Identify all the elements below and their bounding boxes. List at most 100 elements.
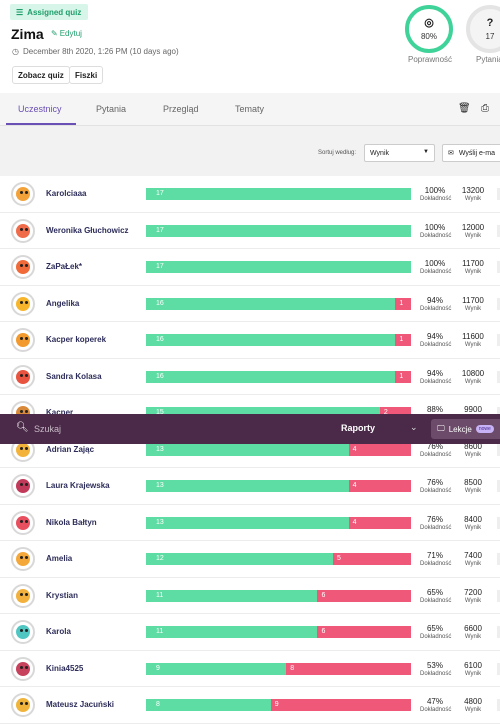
participant-row[interactable]: Kinia4525 9 8 53% Dokładność 6100 Wynik [0, 650, 500, 687]
participant-name[interactable]: Kinia4525 [46, 663, 84, 673]
row-action-edge[interactable] [497, 553, 500, 565]
score-value: 4800 [464, 697, 482, 706]
accuracy-cell: 53% Dokładność [420, 661, 451, 679]
sort-value: Wynik [370, 149, 389, 157]
row-action-edge[interactable] [497, 626, 500, 638]
avatar [11, 620, 35, 644]
print-icon[interactable]: ⎙ [481, 103, 489, 114]
correct-segment [146, 443, 349, 456]
accuracy-caption: Dokładność [420, 451, 452, 458]
send-email-button[interactable]: ✉ Wyślij e-ma [442, 144, 500, 162]
mail-icon: ✉ [448, 150, 454, 157]
participant-name[interactable]: Adrian Zając [46, 444, 95, 454]
monster-avatar-icon [16, 260, 30, 274]
accuracy-cell: 100% Dokładność [420, 223, 451, 241]
sort-label: Sortuj według: [318, 150, 357, 156]
questions-value: 17 [485, 31, 495, 41]
row-action-edge[interactable] [497, 297, 500, 310]
row-action-edge[interactable] [497, 662, 500, 675]
participant-row[interactable]: Krystian 11 6 65% Dokładność 7200 Wynik [0, 577, 500, 614]
row-action-edge[interactable] [497, 370, 500, 383]
monster-avatar-icon [16, 369, 30, 384]
avatar-eye [20, 592, 23, 596]
participant-name[interactable]: Karola [46, 627, 71, 636]
participant-row[interactable]: Laura Krajewska 13 4 76% Dokładność 8500 Wynik [0, 468, 500, 505]
chevron-down-icon[interactable]: ⌄ [410, 422, 418, 432]
score-value: 11700 [462, 295, 484, 305]
participant-row[interactable]: Weronika Głuchowicz 17 100% Dokładność 12000… [0, 212, 500, 249]
row-action-edge[interactable] [497, 261, 500, 273]
score-value: 6100 [464, 660, 482, 670]
avatar-eye [20, 446, 23, 450]
row-action-edge[interactable] [497, 188, 500, 200]
avatar-eye [20, 337, 23, 340]
row-action-edge[interactable] [497, 589, 500, 602]
accuracy-cell: 76% Dokładność [420, 442, 452, 460]
participant-name[interactable]: Mateusz Jacuński [46, 700, 115, 709]
participant-row[interactable]: Nikola Bałtyn 13 4 76% Dokładność 8400 Wynik [0, 504, 500, 541]
score-value: 12000 [461, 222, 485, 232]
result-bar: 17 [146, 261, 411, 273]
monster-avatar-icon [16, 588, 30, 603]
result-bar: 16 1 [146, 370, 411, 383]
participant-row[interactable]: Karolciaaa 17 100% Dokładność 13200 Wynik [0, 176, 500, 213]
participant-name[interactable]: Sandra Kolasa [46, 371, 102, 381]
row-action-edge[interactable] [497, 224, 500, 237]
flashcards-button[interactable]: Fiszki [69, 66, 104, 84]
tab-overview[interactable]: Przegląd [163, 104, 199, 114]
participant-row[interactable]: Kacper koperek 16 1 94% Dokładność 11600 Wynik [0, 322, 500, 359]
accuracy-caption: Dokładność [420, 196, 452, 202]
participant-name[interactable]: Karolciaaa [46, 189, 87, 198]
row-action-edge[interactable] [497, 480, 500, 492]
search-input[interactable] [34, 420, 294, 438]
row-action-edge[interactable] [497, 443, 500, 456]
participant-name[interactable]: Weronika Głuchowicz [46, 225, 129, 235]
avatar-eye [25, 629, 28, 632]
edit-icon: ✎ [51, 29, 58, 38]
tab-questions[interactable]: Pytania [96, 104, 127, 114]
reports-menu[interactable]: Raporty [341, 423, 376, 433]
wrong-count: 8 [290, 664, 295, 672]
participant-name[interactable]: Amelia [46, 554, 73, 563]
accuracy-value: 71% [426, 551, 443, 560]
wrong-count: 4 [352, 482, 357, 489]
score-caption: Wynik [464, 232, 482, 239]
accuracy-caption: Dokładność [420, 597, 452, 604]
monster-avatar-icon [16, 515, 30, 530]
participant-name[interactable]: ZaPaŁek* [46, 262, 83, 271]
participant-name[interactable]: Krystian [46, 590, 79, 600]
view-quiz-button[interactable]: Zobacz quiz [12, 66, 70, 84]
row-action-edge[interactable] [497, 407, 500, 419]
tab-participants[interactable]: Uczestnicy [18, 104, 62, 114]
participant-name[interactable]: Kacper koperek [46, 335, 107, 344]
monitor-icon: 🖵 [437, 424, 445, 433]
edit-link[interactable]: ✎ Edytuj [51, 29, 82, 38]
lessons-button[interactable]: 🖵 Lekcje nowe [431, 419, 500, 439]
sort-select[interactable]: Wynik ▼ [364, 144, 435, 162]
participant-row[interactable]: Sandra Kolasa 16 1 94% Dokładność 10800 Wynik [0, 358, 500, 395]
tab-bar: Uczestnicy Pytania Przegląd Tematy 🗑 ⎙ [0, 93, 500, 126]
participant-row[interactable]: Mateusz Jacuński 8 9 47% Dokładność 4800 Wynik [0, 687, 500, 724]
list-icon: ☰ [16, 7, 24, 17]
row-action-edge[interactable] [497, 334, 500, 346]
correct-count: 16 [156, 372, 164, 380]
participant-row[interactable]: Karola 11 6 65% Dokładność 6600 Wynik [0, 614, 500, 651]
participant-row[interactable]: ZaPaŁek* 17 100% Dokładność 11700 Wynik [0, 249, 500, 286]
participant-name[interactable]: Kacper [46, 408, 74, 417]
result-bar: 13 4 [146, 516, 411, 529]
row-action-edge[interactable] [497, 516, 500, 529]
participant-name[interactable]: Angelika [46, 298, 80, 308]
avatar [11, 474, 35, 498]
tab-topics[interactable]: Tematy [235, 104, 265, 114]
accuracy-caption: Dokładność [420, 342, 452, 348]
participant-row[interactable]: Amelia 12 5 71% Dokładność 7400 Wynik [0, 541, 500, 578]
row-action-edge[interactable] [497, 699, 500, 711]
avatar [11, 364, 35, 389]
monster-avatar-icon [16, 661, 30, 676]
participant-row[interactable]: Angelika 16 1 94% Dokładność 11700 Wynik [0, 285, 500, 322]
trash-icon[interactable]: 🗑 [458, 103, 471, 114]
accuracy-cell: 65% Dokładność [420, 588, 452, 606]
participant-name[interactable]: Nikola Bałtyn [46, 517, 97, 527]
avatar-eye [25, 702, 28, 705]
participant-name[interactable]: Laura Krajewska [46, 481, 110, 490]
